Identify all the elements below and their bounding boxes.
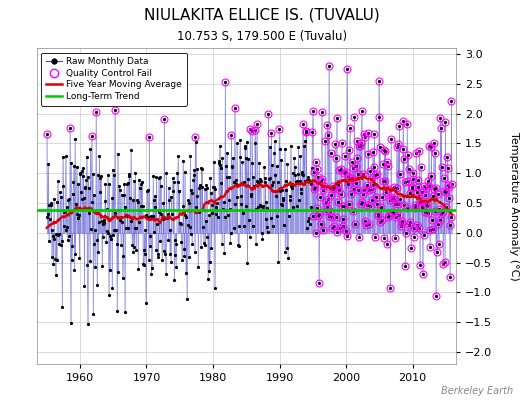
Legend: Raw Monthly Data, Quality Control Fail, Five Year Moving Average, Long-Term Tren: Raw Monthly Data, Quality Control Fail, …	[41, 52, 187, 106]
Y-axis label: Temperature Anomaly (°C): Temperature Anomaly (°C)	[509, 132, 519, 280]
Text: NIULAKITA ELLICE IS. (TUVALU): NIULAKITA ELLICE IS. (TUVALU)	[144, 8, 380, 23]
Text: 10.753 S, 179.500 E (Tuvalu): 10.753 S, 179.500 E (Tuvalu)	[177, 30, 347, 43]
Text: Berkeley Earth: Berkeley Earth	[441, 386, 514, 396]
